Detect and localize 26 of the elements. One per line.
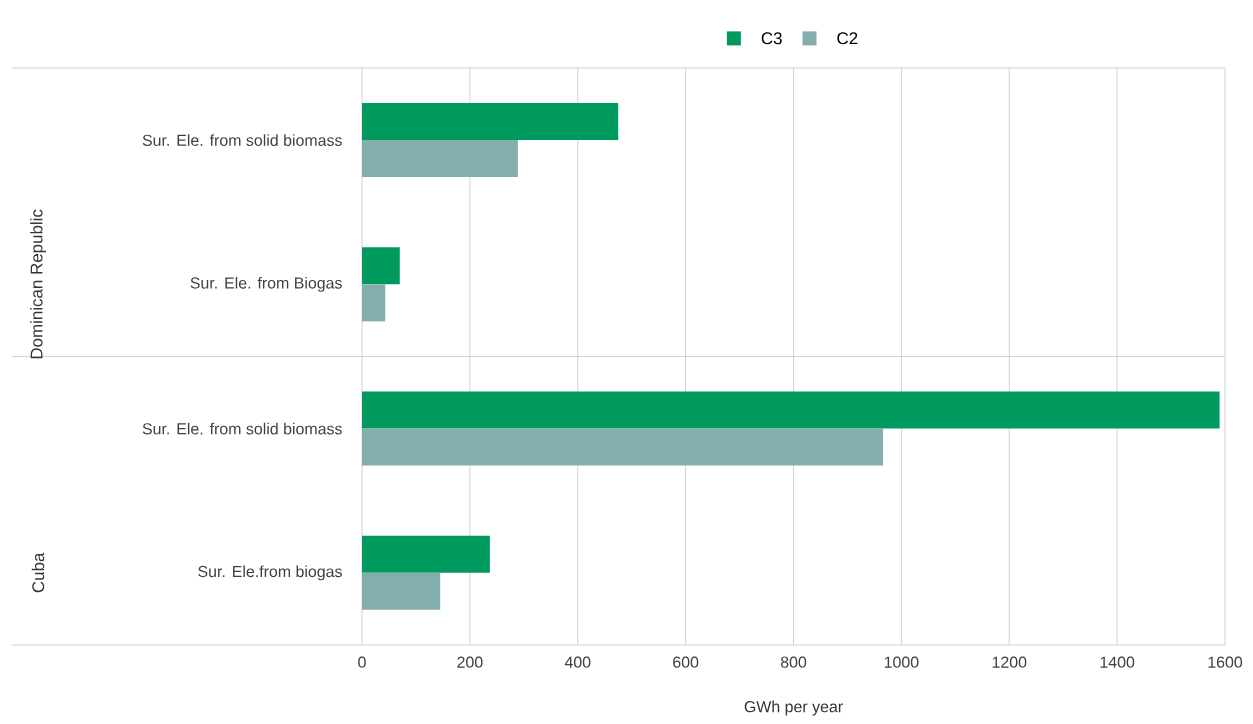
x-tick-label: 600 — [673, 656, 699, 668]
x-tick-label: 0 — [358, 656, 366, 668]
bar — [362, 140, 518, 178]
y-tick-label: Sur. Ele.from biogas — [198, 565, 342, 581]
x-tick-label: 200 — [457, 656, 483, 668]
bar — [362, 572, 441, 610]
text: Cuba — [31, 552, 45, 593]
x-axis-title: GWh per year — [744, 700, 843, 716]
y-tick-label: Sur. Ele. from solid biomass — [142, 134, 342, 146]
x-tick-label: 1400 — [1100, 656, 1135, 668]
y-tick-label: Sur. Ele. from solid biomass — [142, 422, 342, 435]
x-tick-label: 1600 — [1208, 656, 1243, 668]
bar — [362, 247, 400, 285]
bar — [362, 284, 386, 322]
x-tick-label: 1200 — [992, 656, 1027, 668]
x-tick-label: 800 — [780, 656, 807, 668]
x-tick-label: 1000 — [884, 656, 919, 668]
text: Dominican Republic — [30, 209, 46, 359]
bar — [362, 535, 490, 573]
bar — [362, 103, 619, 141]
y-tick-label: Sur. Ele. from Biogas — [190, 276, 342, 292]
bar — [362, 428, 884, 466]
legend-label: C2 — [837, 32, 858, 45]
bar — [362, 391, 1220, 429]
x-tick-label: 400 — [564, 656, 591, 668]
legend-label: C3 — [761, 32, 782, 45]
